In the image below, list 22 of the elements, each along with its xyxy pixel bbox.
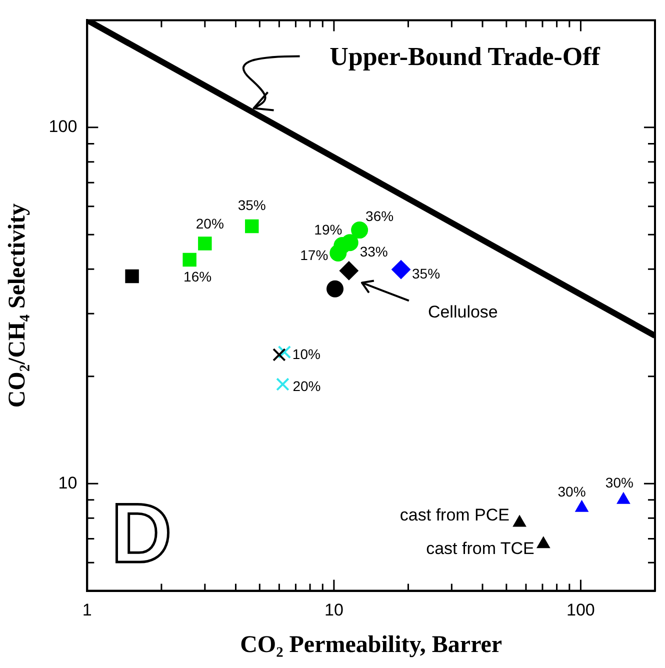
annotation: 20% <box>196 215 224 232</box>
legend-label: Upper-Bound Trade-Off <box>330 42 600 71</box>
series-label: cast from PCE <box>400 506 510 524</box>
y-axis-title: CO₂/CH₄ Selectivity <box>4 203 31 408</box>
x-axis-title: CO₂ Permeability, Barrer <box>240 632 502 658</box>
text: Cellulose <box>428 302 498 322</box>
annotation: 35% <box>412 265 440 282</box>
annotation: 33% <box>360 243 388 260</box>
x-tick-label: 10 <box>324 600 344 620</box>
series-label: cast from TCE <box>426 538 534 558</box>
annotation: 36% <box>366 208 394 224</box>
annotation: 16% <box>184 268 212 285</box>
annotation: 30% <box>605 474 634 491</box>
annotation: 10% <box>292 346 320 362</box>
annotation: 20% <box>292 378 321 394</box>
annotation: 19% <box>314 221 342 238</box>
annotation: 30% <box>558 484 586 500</box>
annotation: 35% <box>238 197 266 214</box>
x-tick-label: 100 <box>566 600 595 620</box>
annotation: D <box>111 486 172 580</box>
x-tick-label: 1 <box>82 600 92 620</box>
annotation: 17% <box>300 246 328 263</box>
